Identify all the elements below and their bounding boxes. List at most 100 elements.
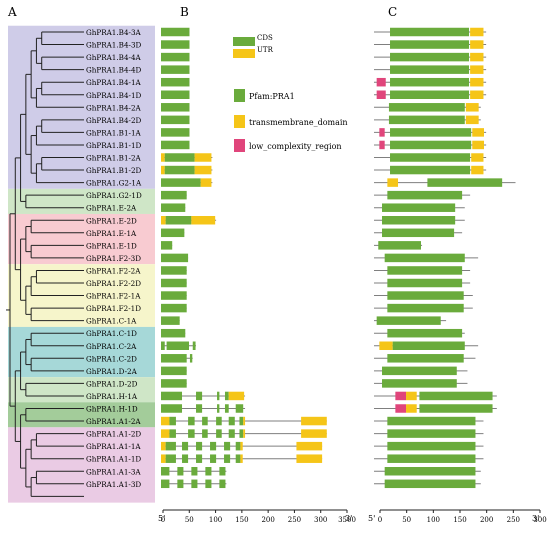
cds-block [182, 441, 189, 451]
legend-c: Pfam:PRA1 transmembrane_domain low_compl… [234, 89, 348, 152]
transmembrane-domain [465, 115, 479, 125]
legend-tm-label: transmembrane_domain [249, 118, 348, 127]
cds-block [235, 454, 241, 463]
pfam-domain [390, 90, 470, 99]
legend-lcr-label: low_complexity_region [249, 142, 342, 151]
cds-block [161, 467, 170, 476]
cds-block [161, 228, 185, 238]
transmembrane-domain [472, 128, 485, 137]
gene-label: GhPRA1.A1-1D [86, 455, 141, 464]
transmembrane-domain [470, 27, 484, 37]
cds-block [161, 90, 190, 99]
cds-block [189, 354, 193, 363]
cds-block [161, 379, 187, 388]
gene-label: GhPRA1.H-1D [86, 405, 138, 414]
panel-label-a: A [7, 5, 17, 19]
pfam-domain [388, 115, 465, 125]
panel-label-c: C [388, 5, 397, 19]
cds-block [239, 429, 244, 438]
cds-block [161, 65, 190, 74]
transmembrane-domain [470, 52, 484, 62]
utr-block [161, 454, 166, 463]
gene-label: GhPRA1.B4-2D [86, 116, 142, 125]
phylogenetic-tree [6, 31, 84, 497]
transmembrane-domain [471, 153, 484, 162]
cds-block [235, 404, 244, 413]
gene-label: GhPRA1.C-2D [86, 354, 137, 363]
cds-block [161, 253, 189, 263]
cds-block [224, 454, 231, 463]
cds-block [161, 404, 183, 413]
legend-utr-label: UTR [257, 46, 274, 54]
utr-block [194, 165, 212, 175]
clade-band [8, 326, 155, 378]
transmembrane-domain [406, 391, 417, 401]
utr-block [301, 429, 327, 438]
protein-tick-label: 200 [480, 516, 493, 524]
pfam-domain [382, 228, 455, 238]
pfam-domain [387, 416, 476, 426]
utr-block [161, 416, 170, 426]
utr-block [240, 441, 243, 451]
gene-label: GhPRA1.A1-3D [86, 480, 141, 489]
pfam-domain [390, 77, 470, 87]
pfam-domain [387, 429, 476, 438]
legend-pfam-swatch [234, 89, 245, 102]
gene-label: GhPRA1.F2-1D [86, 304, 141, 313]
transmembrane-domain [465, 103, 479, 112]
utr-block [296, 441, 323, 451]
transmembrane-domain [387, 178, 399, 187]
cds-block [239, 416, 244, 426]
low-complexity-region [376, 77, 386, 87]
cds-block [177, 479, 184, 489]
protein-tick-label: 100 [427, 516, 440, 524]
protein-axis-5prime: 5' [368, 514, 375, 523]
clade-band [8, 188, 155, 214]
transmembrane-domain [470, 90, 484, 99]
pfam-domain [390, 52, 470, 62]
legend-b: CDS UTR [233, 34, 274, 58]
cds-block [161, 77, 190, 87]
cds-block [196, 404, 203, 413]
pfam-domain [387, 266, 463, 275]
cds-block [182, 454, 189, 463]
utr-block [228, 391, 245, 401]
gene-structure-panel [161, 27, 327, 489]
gene-tick-label: 200 [261, 516, 274, 524]
cds-block [161, 291, 187, 300]
pfam-domain [419, 391, 493, 401]
gene-tick-label: 0 [161, 516, 165, 524]
cds-block [196, 454, 203, 463]
protein-axis-3prime: 3' [532, 514, 539, 523]
gene-label: GhPRA1.B4-1D [86, 91, 142, 100]
gene-tick-label: 50 [185, 516, 194, 524]
gene-label: GhPRA1.F2-2D [86, 279, 141, 288]
protein-tick-label: 300 [533, 516, 546, 524]
gene-label: GhPRA1.G2-1A [86, 179, 142, 188]
cds-block [224, 441, 231, 451]
cds-block [161, 278, 187, 288]
cds-block [196, 441, 203, 451]
cds-block [188, 429, 195, 438]
clade-band [8, 427, 155, 503]
pfam-domain [392, 341, 465, 350]
cds-block [161, 303, 187, 313]
gene-label: GhPRA1.A1-3A [86, 467, 141, 476]
pfam-domain [390, 40, 470, 49]
gene-labels: GhPRA1.B4-3A GhPRA1.B4-3D GhPRA1.B4-4A GhPR… [86, 28, 142, 489]
clade-band [8, 377, 155, 403]
cds-block [228, 429, 235, 438]
gene-axis-3prime: 3' [345, 514, 352, 523]
cds-block [161, 316, 180, 325]
pfam-domain [427, 178, 503, 187]
cds-block [161, 140, 190, 150]
cds-block [191, 479, 198, 489]
pfam-domain [387, 303, 464, 313]
transmembrane-domain [471, 165, 484, 175]
pfam-domain [384, 253, 465, 263]
pfam-domain [387, 190, 463, 200]
legend-tm-swatch [234, 115, 245, 128]
legend-cds-swatch [233, 37, 255, 46]
legend-lcr-swatch [234, 139, 245, 152]
gene-label: GhPRA1.B1-1D [86, 141, 142, 150]
